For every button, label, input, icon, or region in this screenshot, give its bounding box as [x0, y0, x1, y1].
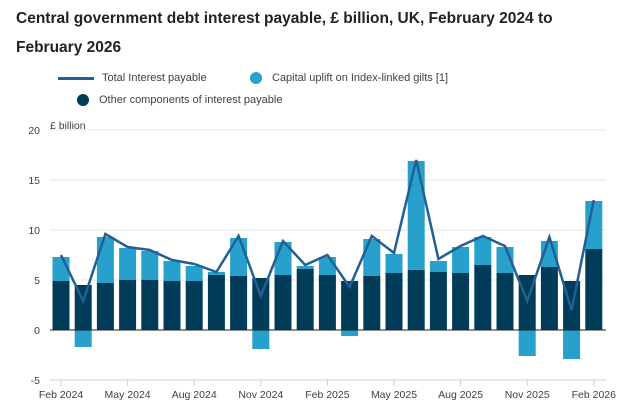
y-tick-label: 10	[28, 225, 40, 237]
bar-uplift	[452, 247, 470, 273]
bar-uplift	[407, 161, 425, 270]
bar-other	[296, 269, 314, 330]
legend-item-total: Total Interest payable	[58, 72, 207, 84]
bar-other	[252, 278, 270, 330]
x-tick-label: Nov 2024	[238, 389, 283, 401]
bar-uplift	[163, 261, 181, 281]
y-tick-label: -5	[31, 375, 40, 387]
bar-uplift	[318, 257, 336, 275]
x-tick-label: May 2024	[105, 389, 151, 401]
y-tick-label: 20	[28, 125, 40, 137]
x-tick-label: Feb 2025	[305, 389, 350, 401]
legend-dot-swatch	[250, 72, 262, 84]
bar-other	[163, 281, 181, 330]
bar-other	[407, 270, 425, 330]
bar-uplift	[429, 261, 447, 272]
bar-other	[52, 281, 70, 330]
bar-uplift	[141, 251, 159, 280]
bar-other	[474, 265, 492, 330]
legend-dot-swatch	[77, 94, 89, 106]
bar-other	[540, 267, 558, 330]
bar-uplift	[207, 272, 225, 275]
x-tick-label: Aug 2024	[172, 389, 217, 401]
bar-uplift	[74, 330, 92, 347]
legend-label: Other components of interest payable	[99, 94, 283, 106]
bar-other	[452, 273, 470, 330]
bar-other	[496, 273, 514, 330]
bar-other	[429, 272, 447, 330]
bar-other	[585, 249, 603, 330]
x-tick-label: Aug 2025	[438, 389, 483, 401]
bar-other	[96, 283, 114, 330]
x-tick-label: Nov 2025	[505, 389, 550, 401]
bar-uplift	[185, 266, 203, 281]
y-tick-label: 5	[34, 275, 40, 287]
x-tick-label: May 2025	[371, 389, 417, 401]
y-tick-label: 0	[34, 325, 40, 337]
bar-uplift	[518, 330, 536, 356]
bar-other	[363, 276, 381, 330]
bar-uplift	[563, 330, 581, 359]
bar-uplift	[363, 239, 381, 276]
bar-other	[141, 280, 159, 330]
bar-other	[385, 273, 403, 330]
bar-uplift	[341, 330, 359, 336]
legend-label: Total Interest payable	[102, 72, 207, 84]
bar-uplift	[119, 248, 137, 280]
bar-other	[185, 281, 203, 330]
bar-uplift	[474, 237, 492, 265]
bar-uplift	[385, 254, 403, 273]
chart-title: Central government debt interest payable…	[16, 10, 553, 56]
bar-other	[274, 275, 292, 330]
x-tick-label: Feb 2026	[572, 389, 617, 401]
legend-line-swatch	[58, 76, 94, 80]
bar-uplift	[252, 330, 270, 349]
bar-uplift	[585, 201, 603, 249]
bar-other	[318, 275, 336, 330]
bar-other	[74, 285, 92, 330]
legend-label: Capital uplift on Index-linked gilts [1]	[272, 72, 449, 84]
total-line	[59, 159, 596, 311]
legend-item-uplift: Capital uplift on Index-linked gilts [1]	[250, 72, 448, 84]
bar-uplift	[296, 266, 314, 269]
bar-uplift	[96, 237, 114, 283]
x-tick-label: Feb 2024	[39, 389, 84, 401]
y-axis-label: £ billion	[50, 120, 86, 132]
bar-other	[207, 275, 225, 330]
bar-other	[230, 276, 248, 330]
legend-item-other: Other components of interest payable	[77, 94, 282, 106]
bar-other	[119, 280, 137, 330]
bar-other	[341, 281, 359, 330]
y-tick-label: 15	[28, 175, 40, 187]
